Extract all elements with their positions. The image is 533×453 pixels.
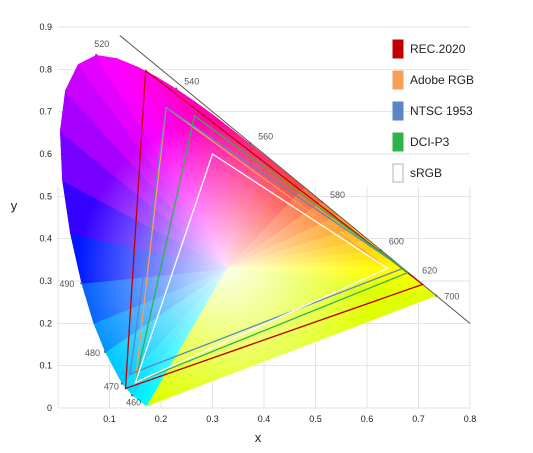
wavelength-marker bbox=[130, 394, 134, 397]
y-tick-label: 0.3 bbox=[39, 276, 52, 286]
y-tick-label: 0.9 bbox=[39, 22, 52, 32]
y-tick-label: 0.5 bbox=[39, 191, 52, 201]
legend-label: Adobe RGB bbox=[410, 73, 474, 87]
wavelength-marker bbox=[248, 142, 252, 145]
wavelength-label: 460 bbox=[126, 397, 141, 407]
wavelength-label: 700 bbox=[444, 292, 459, 302]
x-tick-label: 0.8 bbox=[464, 414, 477, 424]
y-tick-label: 0 bbox=[47, 403, 52, 413]
legend-label: REC.2020 bbox=[410, 42, 466, 56]
legend-swatch bbox=[392, 70, 404, 90]
gamut-ntsc-1953 bbox=[129, 106, 405, 376]
gamut-rec-2020 bbox=[124, 69, 424, 390]
wavelength-label: 490 bbox=[59, 279, 74, 289]
wavelength-label: 580 bbox=[330, 190, 345, 200]
x-tick-label: 0.1 bbox=[103, 414, 116, 424]
wavelength-label: 470 bbox=[104, 382, 119, 392]
x-tick-label: 0.5 bbox=[309, 414, 322, 424]
x-axis-label: x bbox=[255, 430, 262, 445]
wavelength-label: 620 bbox=[422, 265, 437, 275]
x-tick-label: 0.4 bbox=[258, 414, 271, 424]
wavelength-label: 560 bbox=[258, 132, 273, 142]
axis-ticks: 0.1 0.2 0.3 0.4 0.5 0.6 0.7 0.8 0 0.1 0.2 0.3 0.4 0.5… bbox=[39, 22, 476, 424]
y-axis-label: y bbox=[11, 198, 18, 213]
wavelength-marker bbox=[103, 350, 107, 354]
white-point-glow bbox=[77, 118, 378, 406]
wavelength-label: 600 bbox=[389, 236, 404, 246]
legend: REC.2020 Adobe RGB NTSC 1953 DCI-P3 sRGB bbox=[392, 39, 474, 183]
y-tick-label: 0.2 bbox=[39, 318, 52, 328]
wavelength-marker bbox=[120, 382, 124, 385]
wavelength-marker bbox=[80, 281, 83, 285]
x-tick-label: 0.6 bbox=[361, 414, 374, 424]
wavelength-marker bbox=[435, 294, 438, 297]
spectral-locus bbox=[60, 35, 471, 406]
wavelength-marker bbox=[175, 87, 178, 90]
wavelength-marker bbox=[379, 249, 383, 252]
x-tick-label: 0.2 bbox=[155, 414, 168, 424]
y-tick-label: 0.8 bbox=[39, 64, 52, 74]
wavelength-marker bbox=[320, 200, 324, 204]
y-tick-label: 0.6 bbox=[39, 149, 52, 159]
legend-swatch bbox=[392, 101, 404, 121]
y-tick-label: 0.1 bbox=[39, 361, 52, 371]
wavelength-label: 520 bbox=[94, 39, 109, 49]
wavelength-marker bbox=[412, 276, 416, 279]
wavelength-labels: 460 470 480 490 520 540 560 580 600 620 700 bbox=[59, 39, 459, 407]
legend-label: sRGB bbox=[410, 166, 442, 180]
legend-swatch bbox=[392, 163, 404, 183]
wavelength-label: 540 bbox=[184, 77, 199, 87]
wavelength-marker bbox=[95, 53, 98, 57]
y-tick-label: 0.4 bbox=[39, 234, 52, 244]
gamut-dci-p3 bbox=[134, 114, 410, 384]
x-tick-label: 0.7 bbox=[412, 414, 425, 424]
x-tick-label: 0.3 bbox=[206, 414, 219, 424]
wavelength-label: 480 bbox=[85, 348, 100, 358]
legend-label: NTSC 1953 bbox=[410, 104, 473, 118]
legend-swatch bbox=[392, 132, 404, 152]
gamut-triangles bbox=[124, 69, 424, 390]
legend-swatch bbox=[392, 39, 404, 59]
gamut-srgb bbox=[134, 152, 389, 384]
y-tick-label: 0.7 bbox=[39, 107, 52, 117]
legend-label: DCI-P3 bbox=[410, 135, 450, 149]
